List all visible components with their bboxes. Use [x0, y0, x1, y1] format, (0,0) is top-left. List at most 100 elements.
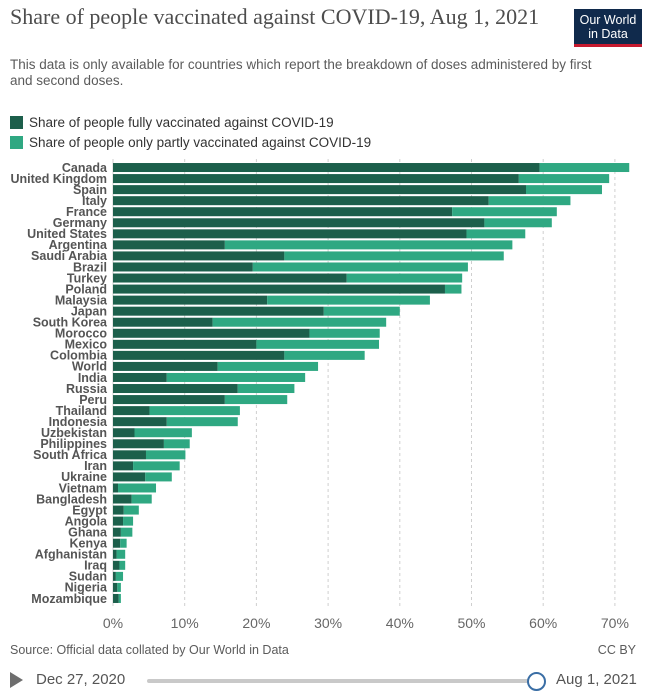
category-label: Uzbekistan [41, 426, 107, 440]
bar-partly [346, 273, 463, 283]
bar-fully [113, 593, 119, 603]
bar-partly [123, 516, 134, 526]
bar-fully [113, 284, 445, 294]
category-label: Mozambique [31, 592, 107, 606]
category-label: Kenya [69, 537, 108, 551]
bar-partly [284, 350, 365, 360]
category-label: Ukraine [61, 470, 107, 484]
logo-line-2: in Data [588, 27, 628, 41]
bar-fully [113, 273, 347, 283]
bar-partly [452, 207, 557, 217]
bar-partly [525, 185, 602, 195]
category-label: South Africa [33, 448, 108, 462]
bar-fully [113, 450, 146, 460]
bar-fully [113, 406, 150, 416]
bar-fully [113, 472, 146, 482]
bar-partly [217, 361, 319, 371]
legend-label-fully: Share of people fully vaccinated against… [29, 114, 334, 130]
chart-title: Share of people vaccinated against COVID… [10, 4, 540, 29]
bar-partly [466, 229, 526, 239]
category-label: Vietnam [59, 481, 107, 495]
timeline-track[interactable] [147, 679, 537, 683]
x-tick-label: 50% [457, 615, 485, 631]
bar-partly [539, 163, 630, 173]
x-tick-label: 20% [242, 615, 270, 631]
category-label: South Korea [33, 316, 108, 330]
category-label: Peru [79, 393, 107, 407]
bar-partly [212, 317, 387, 327]
category-label: Afghanistan [35, 548, 107, 562]
bar-fully [113, 395, 225, 405]
bar-partly [118, 593, 121, 603]
bar-partly [267, 295, 430, 305]
category-label: India [78, 371, 108, 385]
category-label: Argentina [49, 238, 108, 252]
category-label: Spain [73, 183, 107, 197]
legend-swatch-partly [10, 135, 23, 149]
category-label: Saudi Arabia [31, 249, 108, 263]
bar-fully [113, 516, 124, 526]
bar-partly [133, 461, 180, 471]
bar-fully [113, 384, 238, 394]
category-label: Iran [84, 459, 107, 473]
x-tick-label: 0% [103, 615, 123, 631]
bar-partly [166, 372, 306, 382]
bar-fully [113, 361, 218, 371]
x-tick-label: 70% [601, 615, 629, 631]
license-label[interactable]: CC BY [597, 643, 636, 657]
bar-fully [113, 505, 124, 515]
x-tick-label: 10% [171, 615, 199, 631]
timeline-end-date[interactable]: Aug 1, 2021 [556, 671, 637, 688]
category-label: Japan [71, 304, 107, 318]
bar-partly [224, 395, 288, 405]
bar-fully [113, 538, 121, 548]
bar-fully [113, 218, 485, 228]
timeline-slider[interactable]: Dec 27, 2020 Aug 1, 2021 [0, 668, 648, 691]
bar-fully [113, 339, 257, 349]
bar-partly [120, 538, 127, 548]
bar-partly [163, 439, 190, 449]
play-icon[interactable] [10, 672, 23, 688]
bar-partly [284, 251, 504, 261]
owid-logo[interactable]: Our World in Data [574, 9, 642, 47]
bar-partly [131, 494, 152, 504]
category-label: Ghana [68, 525, 108, 539]
bar-partly [118, 483, 157, 493]
bar-partly [145, 450, 186, 460]
legend-item-partly[interactable]: Share of people only partly vaccinated a… [10, 132, 371, 152]
bar-partly [134, 428, 192, 438]
legend-label-partly: Share of people only partly vaccinated a… [29, 134, 372, 150]
timeline-handle[interactable] [527, 672, 546, 691]
category-label: Thailand [56, 404, 107, 418]
category-label: Poland [65, 282, 107, 296]
category-label: Malaysia [55, 293, 108, 307]
bar-partly [116, 549, 126, 559]
category-label: Philippines [40, 437, 107, 451]
bar-partly [145, 472, 172, 482]
bar-fully [113, 240, 225, 250]
category-label: Bangladesh [36, 492, 107, 506]
category-label: Iraq [84, 559, 107, 573]
x-tick-label: 30% [314, 615, 342, 631]
chart-subtitle: This data is only available for countrie… [10, 57, 592, 88]
bar-fully [113, 163, 540, 173]
category-label: United States [27, 227, 107, 241]
bar-partly [237, 384, 295, 394]
timeline-start-date[interactable]: Dec 27, 2020 [36, 671, 126, 688]
logo-line-1: Our World [579, 13, 637, 27]
bar-fully [113, 317, 213, 327]
bar-fully [113, 196, 489, 206]
legend-item-fully[interactable]: Share of people fully vaccinated against… [10, 112, 371, 132]
bar-fully [113, 428, 135, 438]
bar-partly [115, 571, 124, 581]
bar-fully [113, 549, 117, 559]
bar-partly [123, 505, 139, 515]
bar-partly [518, 174, 610, 184]
bar-partly [119, 560, 126, 570]
legend-swatch-fully [10, 115, 23, 129]
source-note[interactable]: Source: Official data collated by Our Wo… [10, 643, 289, 657]
category-label: Brazil [73, 260, 107, 274]
bar-fully [113, 262, 253, 272]
bar-fully [113, 229, 467, 239]
